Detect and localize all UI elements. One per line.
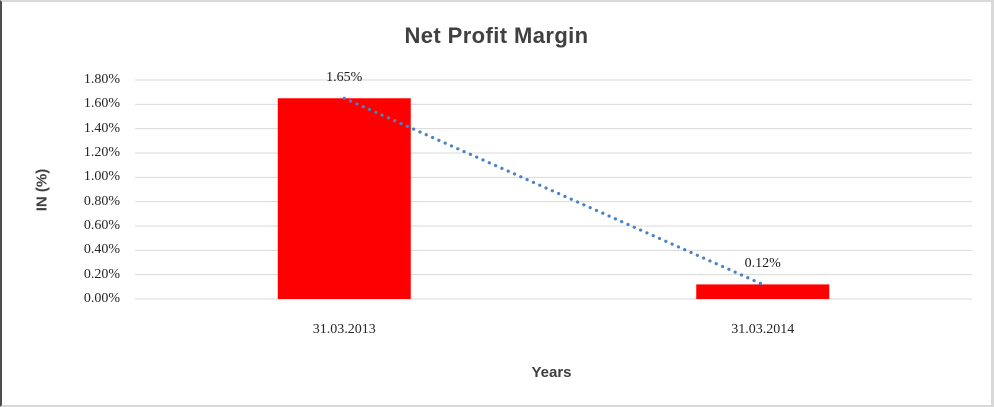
x-axis-title: Years [531,364,572,381]
y-tick-label: 0.80% [83,193,120,209]
y-tick-label: 0.00% [83,291,120,306]
y-tick-label: 1.20% [83,145,120,160]
y-tick-label: 1.00% [83,169,120,185]
chart-title: Net Profit Margin [404,23,589,48]
y-tick-label: 1.80% [83,72,120,87]
y-tick-label: 1.60% [83,96,120,112]
y-tick-label: 1.40% [83,120,120,136]
x-tick-label: 31.03.2013 [312,322,376,337]
bar [696,284,830,299]
data-label: 0.12% [744,256,781,272]
data-label: 1.65% [326,70,363,86]
trendline [342,96,765,286]
bar [277,98,411,299]
y-tick-label: 0.60% [83,218,120,233]
y-tick-label: 0.20% [83,266,120,282]
y-tick-label: 0.40% [83,242,120,258]
x-tick-label: 31.03.2014 [731,322,795,337]
